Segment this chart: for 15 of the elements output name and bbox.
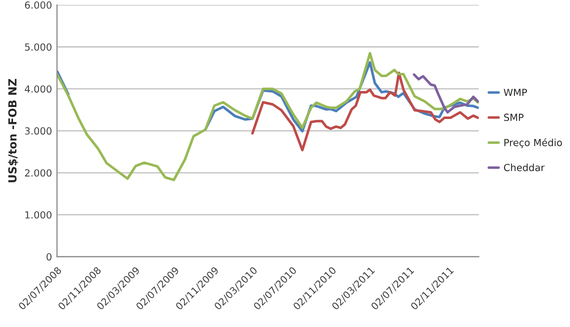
legend-label: Preço Médio bbox=[504, 138, 562, 148]
y-tick-label: 1.000 bbox=[25, 211, 52, 219]
y-tick-label: 0 bbox=[46, 253, 52, 261]
y-tick-label: 3.000 bbox=[25, 127, 52, 135]
legend-label: SMP bbox=[504, 114, 524, 122]
y-tick-label: 5.000 bbox=[25, 43, 52, 51]
y-tick-label: 4.000 bbox=[24, 85, 52, 93]
line-series bbox=[412, 73, 479, 114]
line-series bbox=[57, 52, 479, 182]
legend-label: WMP bbox=[504, 88, 527, 96]
y-tick-label: 2.000 bbox=[25, 169, 52, 177]
y-tick-label: 6.000 bbox=[24, 1, 52, 9]
y-axis-title: US$/ton -FOB NZ bbox=[8, 78, 18, 182]
legend-label: Cheddar bbox=[504, 164, 545, 172]
line-series bbox=[251, 72, 479, 152]
